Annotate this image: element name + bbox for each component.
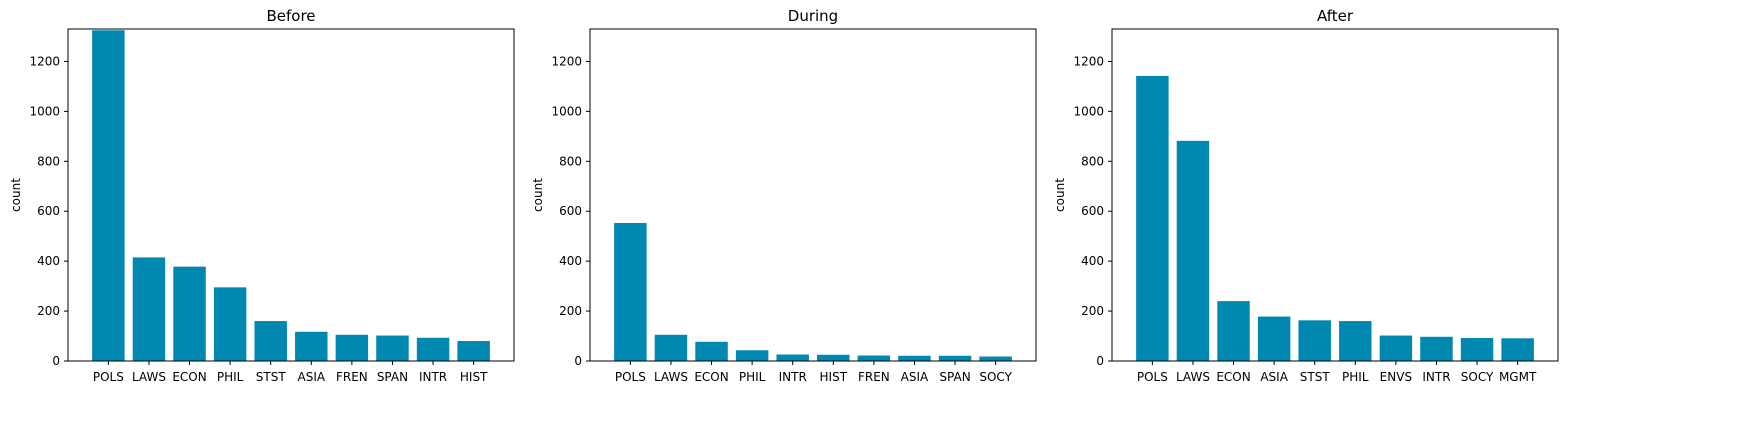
x-tick-label: STST bbox=[256, 370, 287, 384]
y-axis-label: count bbox=[531, 178, 545, 212]
x-tick-label: ENVS bbox=[1380, 370, 1412, 384]
chart-title: Before bbox=[266, 7, 315, 25]
bar-laws bbox=[654, 334, 688, 361]
x-tick-label: ECON bbox=[1216, 370, 1250, 384]
bar-hist bbox=[457, 341, 490, 361]
x-tick-label: INTR bbox=[779, 370, 807, 384]
x-tick-label: POLS bbox=[93, 370, 124, 384]
chart-panel-before: POLS LAWS ECON PHIL STST ASIA FREN SPAN INTR HIST… bbox=[9, 7, 515, 384]
bar-stst bbox=[254, 321, 287, 361]
y-tick-label: 0 bbox=[1096, 354, 1104, 368]
x-tick-label: SOCY bbox=[1461, 370, 1494, 384]
bar-asia bbox=[295, 331, 328, 361]
x-tick-label: HIST bbox=[460, 370, 488, 384]
x-tick-label: ECON bbox=[694, 370, 728, 384]
bar-asia bbox=[898, 355, 931, 361]
y-tick-label: 400 bbox=[1081, 254, 1104, 268]
y-tick-label: 0 bbox=[52, 354, 60, 368]
x-tick-label: ECON bbox=[172, 370, 206, 384]
x-tick-label: HIST bbox=[820, 370, 848, 384]
bar-span bbox=[938, 355, 972, 361]
y-tick-label: 600 bbox=[1081, 204, 1104, 218]
bar-hist bbox=[817, 354, 850, 361]
y-tick-label: 1200 bbox=[29, 54, 60, 68]
y-tick-label: 800 bbox=[1081, 154, 1104, 168]
bar-fren bbox=[857, 355, 891, 361]
x-tick-label: MGMT bbox=[1499, 370, 1537, 384]
y-tick-label: 1200 bbox=[551, 54, 582, 68]
y-tick-label: 800 bbox=[37, 154, 60, 168]
bar-laws bbox=[132, 257, 166, 361]
bar-pols bbox=[92, 30, 125, 361]
bar-phil bbox=[213, 287, 247, 361]
x-tick-label: ASIA bbox=[298, 370, 326, 384]
x-tick-label: SPAN bbox=[377, 370, 408, 384]
chart-panel-during: POLS LAWS ECON PHIL INTR HIST FREN ASIA SPAN SOCY… bbox=[531, 7, 1037, 384]
x-tick-label: POLS bbox=[615, 370, 646, 384]
bar-span bbox=[376, 335, 409, 361]
x-tick-label: FREN bbox=[336, 370, 368, 384]
y-axis-label: count bbox=[1053, 178, 1067, 212]
bar-econ bbox=[695, 341, 728, 361]
y-axis-label: count bbox=[9, 178, 23, 212]
bar-asia bbox=[1257, 316, 1291, 361]
y-tick-label: 800 bbox=[559, 154, 582, 168]
plot-frame bbox=[589, 28, 1037, 362]
x-tick-label: PHIL bbox=[1342, 370, 1369, 384]
x-tick-label: PHIL bbox=[739, 370, 766, 384]
bar-mgmt bbox=[1501, 338, 1534, 361]
x-tick-label: ASIA bbox=[1260, 370, 1288, 384]
bar-socy bbox=[1460, 338, 1494, 361]
x-tick-label: POLS bbox=[1137, 370, 1168, 384]
chart-title: After bbox=[1317, 7, 1354, 25]
plot-frame bbox=[67, 28, 515, 362]
bar-intr bbox=[776, 354, 809, 361]
y-tick-label: 200 bbox=[559, 304, 582, 318]
y-tick-label: 0 bbox=[574, 354, 582, 368]
bar-econ bbox=[1217, 301, 1250, 361]
bar-pols bbox=[614, 222, 647, 361]
bar-econ bbox=[173, 266, 206, 361]
x-tick-label: LAWS bbox=[1176, 370, 1210, 384]
y-tick-label: 1000 bbox=[551, 104, 582, 118]
bar-intr bbox=[1420, 336, 1453, 361]
y-tick-label: 1200 bbox=[1073, 54, 1104, 68]
y-tick-label: 200 bbox=[37, 304, 60, 318]
y-tick-label: 600 bbox=[559, 204, 582, 218]
y-tick-label: 400 bbox=[37, 254, 60, 268]
x-tick-label: ASIA bbox=[901, 370, 929, 384]
bar-fren bbox=[335, 334, 369, 361]
y-tick-label: 1000 bbox=[1073, 104, 1104, 118]
bar-phil bbox=[735, 350, 769, 361]
chart-title: During bbox=[788, 7, 838, 25]
y-tick-label: 600 bbox=[37, 204, 60, 218]
bar-envs bbox=[1379, 335, 1413, 361]
chart-panel-after: POLS LAWS ECON ASIA STST PHIL ENVS INTR SOCY MGMT… bbox=[1053, 7, 1559, 384]
bar-pols bbox=[1136, 75, 1169, 362]
x-tick-label: SPAN bbox=[939, 370, 970, 384]
bar-socy bbox=[979, 356, 1012, 361]
x-tick-label: LAWS bbox=[132, 370, 166, 384]
y-tick-label: 400 bbox=[559, 254, 582, 268]
x-tick-label: PHIL bbox=[217, 370, 244, 384]
x-tick-label: SOCY bbox=[979, 370, 1012, 384]
x-tick-label: INTR bbox=[1422, 370, 1450, 384]
bar-stst bbox=[1298, 320, 1331, 361]
x-tick-label: INTR bbox=[419, 370, 447, 384]
y-tick-label: 1000 bbox=[29, 104, 60, 118]
bar-laws bbox=[1176, 140, 1210, 361]
bar-phil bbox=[1339, 321, 1372, 361]
x-tick-label: FREN bbox=[858, 370, 890, 384]
bar-intr bbox=[416, 337, 450, 361]
plot-frame bbox=[1111, 28, 1559, 362]
x-tick-label: STST bbox=[1300, 370, 1331, 384]
y-tick-label: 200 bbox=[1081, 304, 1104, 318]
x-tick-label: LAWS bbox=[654, 370, 688, 384]
